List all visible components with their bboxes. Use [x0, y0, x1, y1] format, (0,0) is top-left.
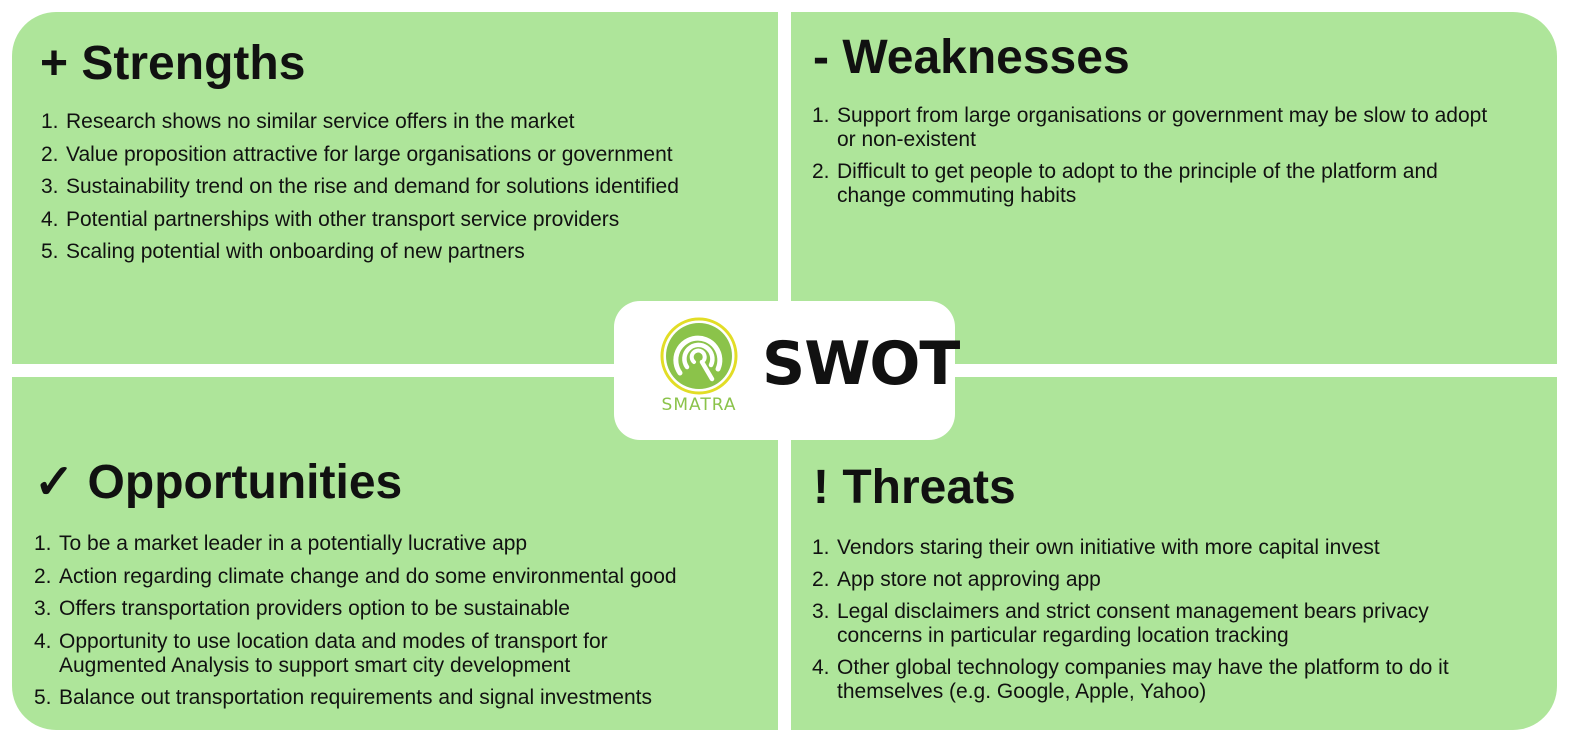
- smatra-logo-text: SMATRA: [661, 395, 737, 415]
- item-text: Opportunity to use location data and mod…: [59, 629, 608, 677]
- item-text: Other global technology companies may ha…: [837, 656, 1449, 703]
- item-text: Support from large organisations or gove…: [837, 104, 1488, 151]
- item-number: 2.: [34, 564, 52, 588]
- threats-list: 1. Vendors staring their own initiative w…: [812, 536, 1512, 712]
- item-number: 4.: [41, 207, 59, 231]
- list-item: 2. Difficult to get people to adopt to th…: [812, 160, 1502, 208]
- item-number: 2.: [812, 568, 830, 591]
- strengths-quadrant: + Strengths 1. Research shows no similar …: [12, 12, 778, 364]
- swot-title: SWOT: [762, 329, 960, 399]
- item-text: Sustainability trend on the rise and dem…: [66, 175, 679, 198]
- smatra-logo-icon: [660, 317, 738, 395]
- list-item: 5. Balance out transportation requirement…: [34, 686, 754, 710]
- strengths-list: 1. Research shows no similar service offe…: [41, 110, 761, 273]
- list-item: 1. Vendors staring their own initiative w…: [812, 536, 1512, 560]
- item-text: Difficult to get people to adopt to the …: [837, 160, 1438, 207]
- item-text: Research shows no similar service offers…: [66, 110, 575, 133]
- list-item: 1. Support from large organisations or go…: [812, 104, 1502, 152]
- item-number: 1.: [41, 110, 59, 133]
- list-item: 5. Scaling potential with onboarding of n…: [41, 240, 761, 264]
- list-item: 3. Offers transportation providers option…: [34, 597, 754, 621]
- item-text: Scaling potential with onboarding of new…: [66, 240, 525, 263]
- weaknesses-heading: - Weaknesses: [813, 31, 1130, 84]
- item-number: 5.: [41, 240, 59, 263]
- list-item: 1. Research shows no similar service offe…: [41, 110, 761, 134]
- threats-heading: ! Threats: [813, 461, 1016, 514]
- swot-center-card: SMATRA SWOT: [614, 301, 960, 440]
- item-number: 4.: [812, 656, 830, 679]
- item-number: 4.: [34, 629, 52, 653]
- item-number: 2.: [812, 160, 830, 183]
- item-number: 5.: [34, 686, 52, 709]
- opportunities-list: 1. To be a market leader in a potentially…: [34, 532, 754, 719]
- list-item: 2. Action regarding climate change and do…: [34, 565, 754, 589]
- list-item: 3. Sustainability trend on the rise and d…: [41, 175, 761, 199]
- item-text: Legal disclaimers and strict consent man…: [837, 600, 1429, 647]
- item-number: 1.: [812, 536, 830, 559]
- strengths-heading: + Strengths: [40, 37, 306, 90]
- item-number: 1.: [812, 104, 830, 127]
- list-item: 4. Potential partnerships with other tran…: [41, 208, 761, 232]
- weaknesses-list: 1. Support from large organisations or go…: [812, 104, 1502, 216]
- item-text: To be a market leader in a potentially l…: [59, 532, 528, 555]
- item-text: Value proposition attractive for large o…: [66, 142, 673, 166]
- item-number: 1.: [34, 532, 52, 555]
- item-text: App store not approving app: [837, 568, 1101, 591]
- list-item: 3. Legal disclaimers and strict consent m…: [812, 600, 1502, 648]
- list-item: 4. Opportunity to use location data and m…: [34, 630, 699, 678]
- item-number: 3.: [41, 175, 59, 198]
- list-item: 1. To be a market leader in a potentially…: [34, 532, 754, 556]
- item-text: Vendors staring their own initiative wit…: [837, 536, 1380, 559]
- item-text: Balance out transportation requirements …: [59, 686, 653, 709]
- item-number: 3.: [812, 600, 830, 623]
- list-item: 4. Other global technology companies may …: [812, 656, 1527, 704]
- item-text: Offers transportation providers option t…: [59, 597, 570, 620]
- item-text: Action regarding climate change and do s…: [59, 564, 677, 588]
- item-text: Potential partnerships with other transp…: [66, 207, 620, 231]
- item-number: 2.: [41, 142, 59, 166]
- list-item: 2. Value proposition attractive for large…: [41, 143, 761, 167]
- list-item: 2. App store not approving app: [812, 568, 1512, 592]
- item-number: 3.: [34, 597, 52, 620]
- opportunities-heading: ✓ Opportunities: [34, 456, 403, 509]
